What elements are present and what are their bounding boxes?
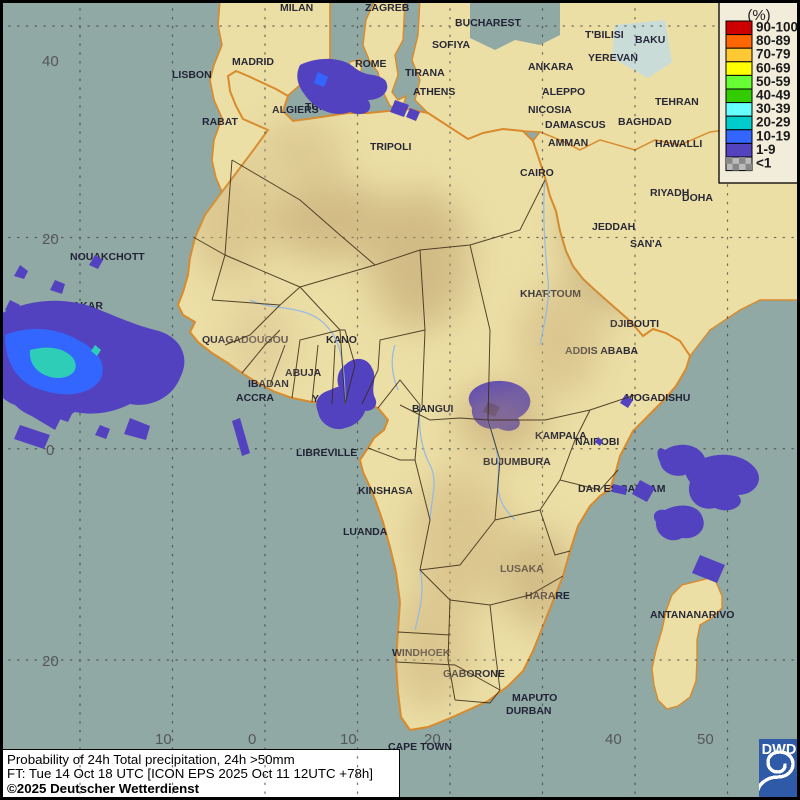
- svg-text:SOFIYA: SOFIYA: [432, 39, 471, 51]
- svg-text:20: 20: [42, 231, 59, 248]
- svg-text:BAGHDAD: BAGHDAD: [618, 116, 672, 128]
- svg-text:DOHA: DOHA: [682, 192, 713, 204]
- svg-text:10: 10: [340, 731, 357, 748]
- svg-text:KANO: KANO: [326, 334, 357, 346]
- svg-text:CAPE TOWN: CAPE TOWN: [388, 741, 452, 753]
- svg-text:CAIRO: CAIRO: [520, 167, 554, 179]
- svg-text:ABUJA: ABUJA: [285, 367, 322, 379]
- svg-text:0: 0: [248, 731, 256, 748]
- svg-text:T'BILISI: T'BILISI: [585, 29, 624, 41]
- svg-text:BAKU: BAKU: [635, 34, 665, 46]
- svg-text:BUJUMBURA: BUJUMBURA: [483, 456, 551, 468]
- svg-text:HAWALLI: HAWALLI: [655, 138, 702, 150]
- svg-text:JEDDAH: JEDDAH: [592, 221, 635, 233]
- svg-text:ANTANANARIVO: ANTANANARIVO: [650, 609, 734, 621]
- svg-text:0: 0: [46, 442, 54, 459]
- svg-text:SAN'A: SAN'A: [630, 238, 663, 250]
- svg-text:ATHENS: ATHENS: [413, 86, 455, 98]
- svg-text:ZAGREB: ZAGREB: [365, 2, 410, 14]
- svg-text:TEHRAN: TEHRAN: [655, 96, 699, 108]
- svg-text:DAMASCUS: DAMASCUS: [545, 119, 606, 131]
- svg-text:40: 40: [42, 53, 59, 70]
- svg-text:LIBREVILLE: LIBREVILLE: [296, 447, 357, 459]
- svg-text:TRIPOLI: TRIPOLI: [370, 141, 411, 153]
- svg-text:MILAN: MILAN: [280, 2, 313, 14]
- svg-text:LUANDA: LUANDA: [343, 526, 388, 538]
- svg-text:BANGUI: BANGUI: [412, 403, 453, 415]
- svg-text:TIRANA: TIRANA: [405, 67, 445, 79]
- svg-text:10: 10: [155, 731, 172, 748]
- svg-text:20: 20: [42, 653, 59, 670]
- svg-text:MAPUTO: MAPUTO: [512, 692, 557, 704]
- svg-text:50: 50: [697, 731, 714, 748]
- svg-text:<1: <1: [756, 156, 772, 171]
- svg-text:ACCRA: ACCRA: [236, 392, 274, 404]
- svg-text:BUCHAREST: BUCHAREST: [455, 17, 522, 29]
- svg-text:YEREVAN: YEREVAN: [588, 52, 638, 64]
- svg-text:RABAT: RABAT: [202, 116, 239, 128]
- svg-text:AMMAN: AMMAN: [548, 137, 588, 149]
- svg-text:MADRID: MADRID: [232, 56, 274, 68]
- svg-text:ANKARA: ANKARA: [528, 61, 574, 73]
- svg-text:NICOSIA: NICOSIA: [528, 104, 572, 116]
- svg-text:DJIBOUTI: DJIBOUTI: [610, 318, 659, 330]
- svg-text:40: 40: [605, 731, 622, 748]
- svg-text:DURBAN: DURBAN: [506, 705, 552, 717]
- svg-text:ROME: ROME: [355, 58, 387, 70]
- svg-text:LISBON: LISBON: [172, 69, 212, 81]
- svg-text:ALEPPO: ALEPPO: [542, 86, 585, 98]
- svg-text:KINSHASA: KINSHASA: [358, 485, 413, 497]
- svg-text:MOGADISHU: MOGADISHU: [625, 392, 690, 404]
- svg-text:NOUAKCHOTT: NOUAKCHOTT: [70, 251, 145, 263]
